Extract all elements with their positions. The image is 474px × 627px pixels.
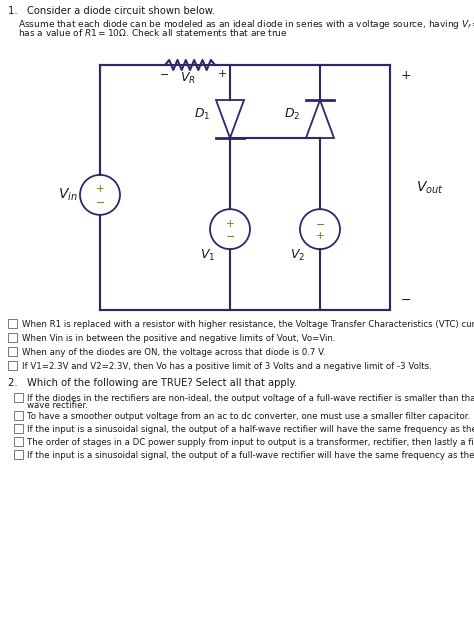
Text: If the input is a sinusoidal signal, the output of a half-wave rectifier will ha: If the input is a sinusoidal signal, the… bbox=[27, 425, 474, 434]
Text: $V_R$: $V_R$ bbox=[180, 71, 196, 86]
Text: The order of stages in a DC power supply from input to output is a transformer, : The order of stages in a DC power supply… bbox=[27, 438, 474, 447]
Bar bbox=[100, 65, 390, 310]
Text: To have a smoother output voltage from an ac to dc converter, one must use a sma: To have a smoother output voltage from a… bbox=[27, 412, 470, 421]
Bar bbox=[14, 424, 23, 433]
Text: $-$: $-$ bbox=[315, 218, 325, 228]
Text: When R1 is replaced with a resistor with higher resistance, the Voltage Transfer: When R1 is replaced with a resistor with… bbox=[22, 320, 474, 329]
Text: has a value of $R1 = 10\Omega$. Check all statements that are true: has a value of $R1 = 10\Omega$. Check al… bbox=[18, 27, 288, 38]
Text: 1.   Consider a diode circuit shown below.: 1. Consider a diode circuit shown below. bbox=[8, 6, 215, 16]
Text: If the input is a sinusoidal signal, the output of a full-wave rectifier will ha: If the input is a sinusoidal signal, the… bbox=[27, 451, 474, 460]
Bar bbox=[14, 393, 23, 402]
Text: If the diodes in the rectifiers are non-ideal, the output voltage of a full-wave: If the diodes in the rectifiers are non-… bbox=[27, 394, 474, 403]
Text: $+$: $+$ bbox=[400, 69, 411, 82]
Text: $+$: $+$ bbox=[225, 218, 235, 229]
Bar bbox=[14, 411, 23, 420]
Bar bbox=[8, 361, 17, 370]
Text: 2.   Which of the following are TRUE? Select all that apply.: 2. Which of the following are TRUE? Sele… bbox=[8, 378, 297, 388]
Bar bbox=[8, 347, 17, 356]
Text: Assume that each diode can be modeled as an ideal diode in series with a voltage: Assume that each diode can be modeled as… bbox=[18, 18, 474, 31]
Text: wave rectifier.: wave rectifier. bbox=[27, 401, 88, 411]
Bar bbox=[8, 319, 17, 328]
Circle shape bbox=[210, 209, 250, 249]
Circle shape bbox=[80, 175, 120, 215]
Text: $-$: $-$ bbox=[159, 68, 169, 78]
Polygon shape bbox=[306, 100, 334, 138]
Text: $V_2$: $V_2$ bbox=[291, 248, 306, 263]
Bar bbox=[8, 333, 17, 342]
Text: When any of the diodes are ON, the voltage across that diode is 0.7 V.: When any of the diodes are ON, the volta… bbox=[22, 348, 326, 357]
Text: $V_1$: $V_1$ bbox=[201, 248, 216, 263]
Text: $+$: $+$ bbox=[95, 183, 105, 194]
Text: $-$: $-$ bbox=[225, 230, 235, 240]
Text: $-$: $-$ bbox=[400, 293, 411, 306]
Text: $V_{in}$: $V_{in}$ bbox=[58, 187, 78, 203]
Text: $V_{out}$: $V_{out}$ bbox=[416, 179, 444, 196]
Text: When Vin is in between the positive and negative limits of Vout, Vo=Vin.: When Vin is in between the positive and … bbox=[22, 334, 336, 343]
Circle shape bbox=[300, 209, 340, 249]
Bar bbox=[14, 450, 23, 459]
Text: $-$: $-$ bbox=[95, 196, 105, 206]
Text: $+$: $+$ bbox=[217, 68, 227, 79]
Text: $D_2$: $D_2$ bbox=[284, 107, 300, 122]
Text: $+$: $+$ bbox=[315, 229, 325, 241]
Polygon shape bbox=[216, 100, 244, 138]
Text: $D_1$: $D_1$ bbox=[194, 107, 210, 122]
Bar bbox=[14, 437, 23, 446]
Text: If V1=2.3V and V2=2.3V, then Vo has a positive limit of 3 Volts and a negative l: If V1=2.3V and V2=2.3V, then Vo has a po… bbox=[22, 362, 432, 371]
